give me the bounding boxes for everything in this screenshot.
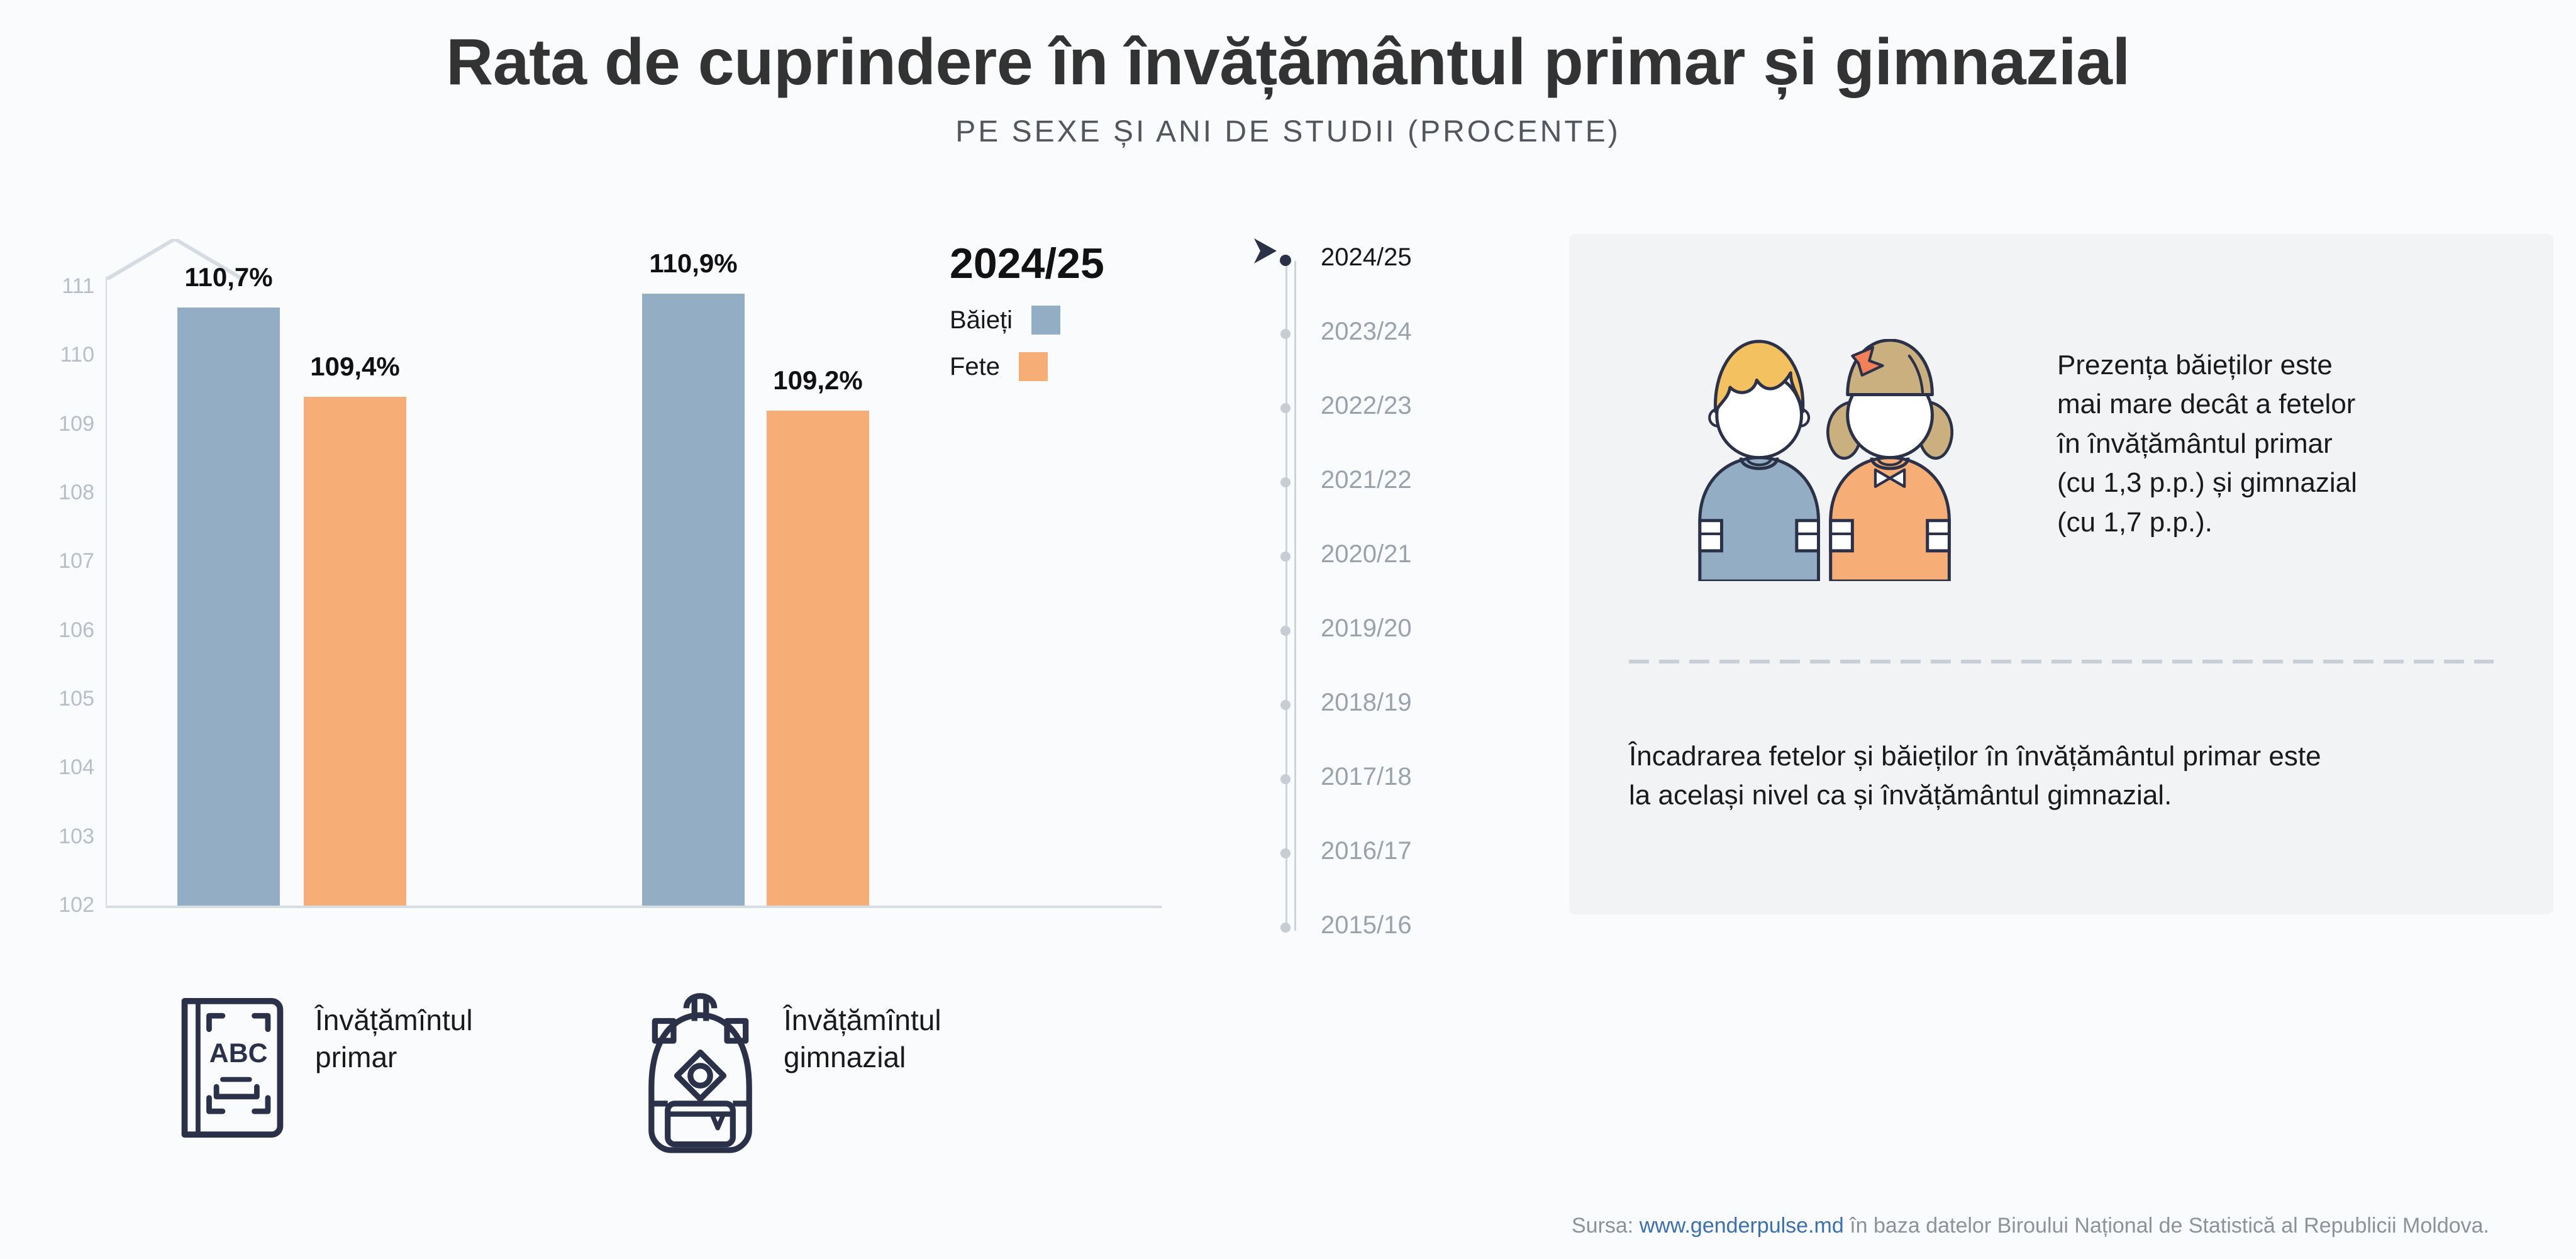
svg-text:ABC: ABC (209, 1038, 268, 1068)
